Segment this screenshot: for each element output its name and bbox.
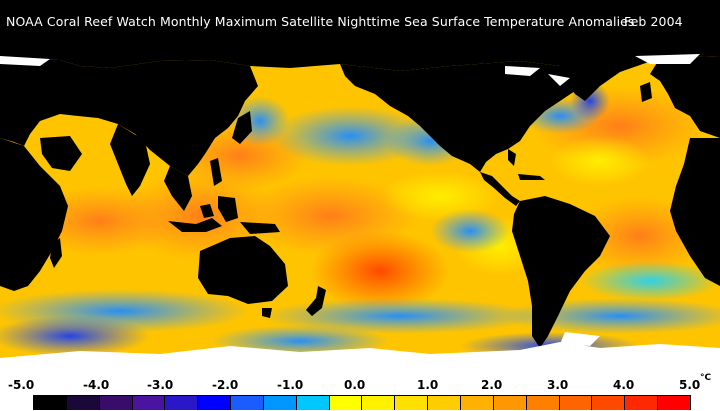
legend-tick-label: 0.0: [344, 378, 366, 392]
legend-swatch: [329, 396, 363, 410]
legend-tick-label: -5.0: [8, 378, 35, 392]
legend-tick-label: -4.0: [83, 378, 110, 392]
legend-swatch: [263, 396, 297, 410]
legend-tick-label: -3.0: [147, 378, 174, 392]
legend-swatch: [66, 396, 100, 410]
legend-unit: °C: [700, 373, 712, 383]
map-title: NOAA Coral Reef Watch Monthly Maximum Sa…: [6, 14, 635, 29]
legend-tick-label: -2.0: [212, 378, 239, 392]
legend-swatch: [198, 396, 232, 410]
sst-anomaly-map: [0, 46, 720, 368]
legend-swatch: [99, 396, 133, 410]
legend-swatch: [395, 396, 429, 410]
legend-swatch: [625, 396, 659, 410]
legend-tick-label: 1.0: [417, 378, 439, 392]
legend-swatch: [460, 396, 494, 410]
legend-swatch: [33, 396, 67, 410]
color-scale-bar: [33, 395, 691, 410]
legend-swatch: [559, 396, 593, 410]
legend-swatch: [362, 396, 396, 410]
legend-tick-label: -1.0: [277, 378, 304, 392]
legend-swatch: [493, 396, 527, 410]
map-title-bar: NOAA Coral Reef Watch Monthly Maximum Sa…: [0, 0, 720, 46]
legend-swatch: [428, 396, 461, 410]
legend-swatch: [231, 396, 264, 410]
legend-swatch: [592, 396, 626, 410]
legend-tick-label: 4.0: [613, 378, 635, 392]
sea-ice: [0, 54, 720, 368]
legend-swatch: [658, 396, 691, 410]
legend-tick-label: 2.0: [481, 378, 503, 392]
map-date: Feb 2004: [624, 14, 683, 29]
legend-tick-label: 5.0: [679, 378, 701, 392]
land-masses: [0, 46, 720, 348]
legend-swatch: [296, 396, 330, 410]
color-legend: -5.0 -4.0 -3.0 -2.0 -1.0 0.0 1.0 2.0 3.0…: [0, 368, 720, 411]
legend-tick-label: 3.0: [547, 378, 569, 392]
legend-swatch: [526, 396, 560, 410]
legend-swatch: [132, 396, 166, 410]
legend-swatch: [165, 396, 199, 410]
